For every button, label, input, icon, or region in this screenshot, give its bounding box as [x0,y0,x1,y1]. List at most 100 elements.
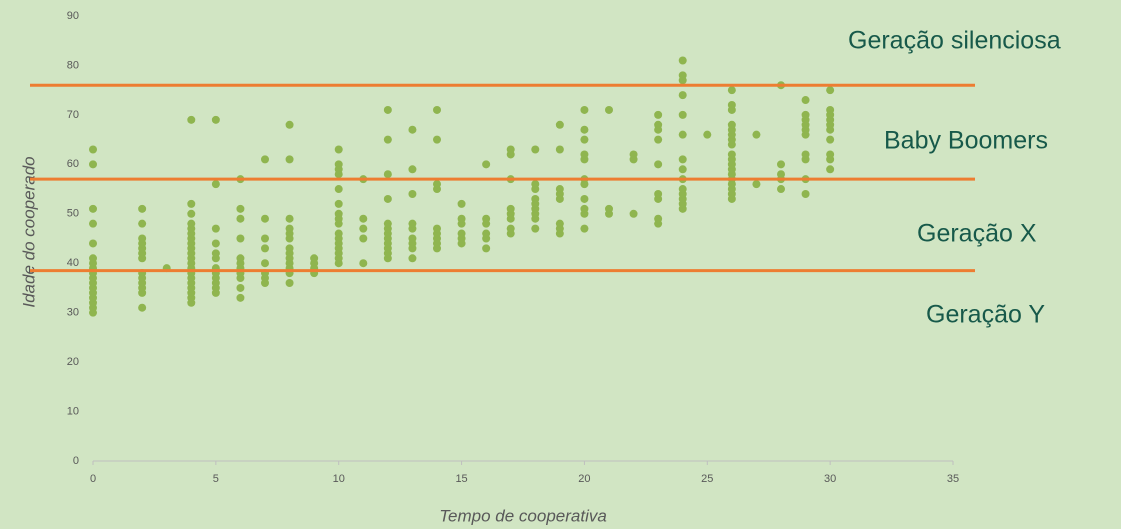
point [727,101,736,109]
point [89,219,97,228]
point [678,185,687,194]
x-tick-label: 30 [824,473,836,485]
point [383,170,392,179]
x-tick-label: 35 [947,473,959,485]
y-tick-label: 40 [67,257,79,269]
point [678,155,687,164]
point [580,224,589,233]
point [187,199,196,208]
y-tick-label: 10 [67,405,79,417]
point [285,214,294,223]
point [433,105,441,114]
point [531,194,540,203]
point [457,199,466,208]
point [826,86,835,95]
point [408,234,417,243]
point [629,150,638,159]
point [383,105,392,114]
point [457,229,466,238]
point [433,180,441,189]
y-tick-label: 20 [67,356,79,368]
point [334,199,343,208]
annotation: Geração X [917,220,1037,248]
point [359,259,368,268]
point [555,185,564,194]
point [408,219,417,228]
point [777,170,785,179]
point [334,160,343,169]
point [261,234,269,243]
point [211,115,220,124]
point [334,145,343,154]
point [310,254,319,263]
point [89,239,97,248]
point [678,130,687,139]
x-tick-label: 0 [90,473,96,485]
point [654,160,663,169]
point [138,219,147,228]
point [801,110,810,119]
point [654,190,663,198]
point [654,120,663,129]
point [531,145,540,154]
point [89,204,97,213]
point [408,190,417,198]
point [605,105,613,114]
point [506,204,515,213]
point [654,110,663,119]
point [334,185,343,194]
point [678,110,687,119]
point [383,219,392,228]
point [285,155,294,164]
point [211,224,220,233]
point [555,145,564,154]
point [138,303,147,312]
point [727,86,736,95]
point [580,135,589,144]
point [826,105,835,114]
point [801,190,810,198]
point [334,229,343,238]
point [580,204,589,213]
point [89,160,97,169]
x-tick-label: 5 [213,473,219,485]
point [801,96,810,105]
point [383,194,392,203]
point [506,145,515,154]
annotation: Geração Y [926,301,1045,329]
point [482,244,491,253]
point [752,130,761,139]
x-tick-label: 20 [578,473,590,485]
y-tick-label: 30 [67,307,79,319]
point [482,214,491,223]
point [580,150,589,159]
point [801,150,810,159]
point [605,204,613,213]
point [359,224,368,233]
point [654,135,663,144]
point [433,224,441,233]
point [408,254,417,263]
x-tick-label: 10 [333,473,345,485]
point [629,209,638,218]
x-axis-title: Tempo de cooperativa [439,506,607,525]
y-tick-label: 80 [67,59,79,71]
point [457,214,466,223]
point [236,283,245,292]
point [236,293,245,302]
y-tick-label: 60 [67,158,79,170]
point [678,165,687,174]
point [236,204,245,213]
point [261,214,269,223]
point [211,180,220,189]
point [580,105,589,114]
point [236,234,245,243]
point [482,229,491,238]
point [678,91,687,100]
point [826,150,835,159]
point [777,160,785,169]
point [359,234,368,243]
point [261,259,269,268]
point [236,214,245,223]
